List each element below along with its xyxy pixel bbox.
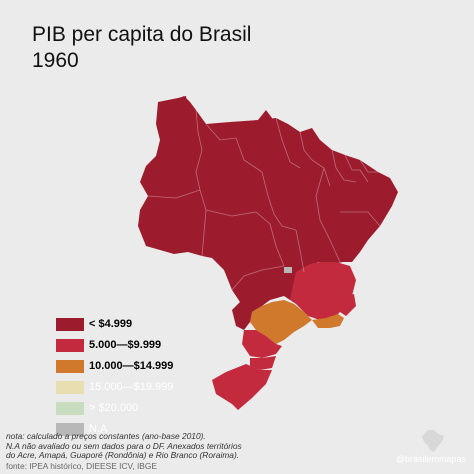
watermark: @brasilemmapas <box>395 454 466 464</box>
legend-item: 5.000—$9.999 <box>56 338 173 352</box>
legend-label: 10.000—$14.999 <box>89 360 174 372</box>
note-line: N.A não avaliado ou sem dados para o DF.… <box>6 440 242 451</box>
legend-swatch <box>56 422 84 436</box>
legend-swatch <box>56 359 84 373</box>
legend-item: < $4.999 <box>56 317 173 331</box>
legend-swatch <box>56 338 84 352</box>
region-espirito-santo <box>340 294 356 316</box>
region-distrito-federal <box>284 267 292 273</box>
legend-item: > $20.000 <box>56 401 173 415</box>
legend-swatch <box>56 317 84 331</box>
region-amapa <box>258 110 272 128</box>
region-roraima <box>176 96 196 112</box>
brazil-map-logo-icon <box>422 430 444 452</box>
legend-swatch <box>56 401 84 415</box>
footnotes: nota: calculado a preços constantes (ano… <box>6 431 242 461</box>
region-north-northeast <box>138 96 398 318</box>
region-minas-gerais <box>290 262 356 320</box>
source-credit: fonte: IPEA histórico, DIEESE ICV, IBGE <box>6 461 157 471</box>
legend-item: 15.000—$19.999 <box>56 380 173 394</box>
legend-label: 15.000—$19.999 <box>89 381 174 393</box>
legend-label: N.A <box>89 423 108 435</box>
map-title: PIB per capita do Brasil 1960 <box>32 22 251 74</box>
region-sao-paulo <box>250 300 312 344</box>
legend: < $4.999 5.000—$9.999 10.000—$14.999 15.… <box>56 317 173 443</box>
note-line: do Acre, Amapá, Guaporé (Rondônia) e Rio… <box>6 450 240 461</box>
title-line-2: 1960 <box>32 49 79 72</box>
state-borders <box>147 109 381 291</box>
legend-item: 10.000—$14.999 <box>56 359 173 373</box>
legend-swatch <box>56 380 84 394</box>
region-rio-grande-do-sul <box>212 364 272 410</box>
title-line-1: PIB per capita do Brasil <box>32 23 252 46</box>
legend-label: 5.000—$9.999 <box>89 339 162 351</box>
region-mato-grosso-sul <box>232 302 252 330</box>
legend-label: > $20.000 <box>89 402 139 414</box>
region-parana <box>242 330 282 358</box>
legend-label: < $4.999 <box>89 318 133 330</box>
legend-item: N.A <box>56 422 173 436</box>
note-line: nota: calculado a preços constantes (ano… <box>6 431 206 441</box>
region-rio-de-janeiro <box>312 314 344 328</box>
region-santa-catarina <box>250 356 276 370</box>
